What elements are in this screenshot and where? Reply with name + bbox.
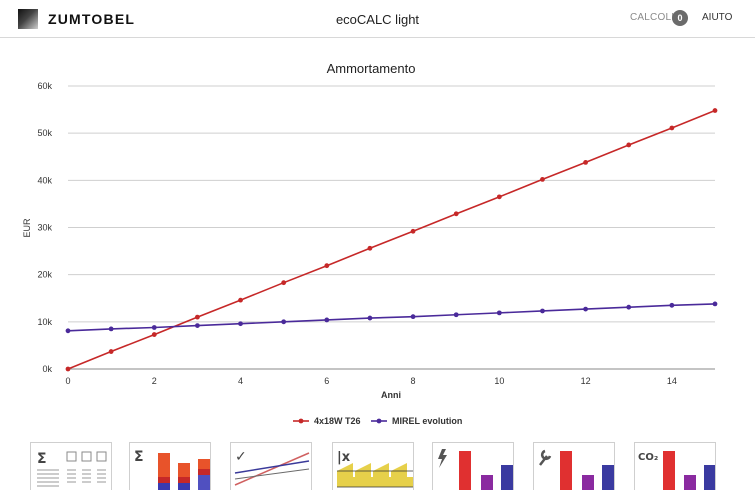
data-point[interactable] [453,312,459,318]
data-point[interactable] [712,301,718,307]
x-tick-label: 0 [65,376,70,386]
data-point[interactable] [367,245,373,251]
zumtobel-logo[interactable]: ZUMTOBEL [18,9,135,29]
lightning-bars-icon [438,449,513,490]
wrench-icon [539,449,552,466]
co2-bars-icon: CO₂ [638,451,715,490]
legend-label: MIREL evolution [392,416,462,426]
chart-selector-toolbar: Σ Σ ✓ |x [0,440,755,490]
chart-title: Ammortamento [327,61,416,76]
x-tick-label: 4 [238,376,243,386]
x-tick-label: 14 [667,376,677,386]
help-link[interactable]: AIUTO [702,12,733,23]
y-tick-label: 50k [37,128,52,138]
y-tick-label: 0k [42,364,52,374]
data-point[interactable] [108,349,114,354]
tool-3-symbol: ✓ [235,449,247,465]
tool-energy[interactable] [432,442,514,490]
calcoli-count-badge[interactable]: 0 [672,10,688,26]
y-tick-label: 20k [37,270,52,280]
tool-co2[interactable]: CO₂ [634,442,716,490]
tool-7-symbol: CO₂ [638,452,658,463]
tool-summary-table[interactable]: Σ [30,442,112,490]
data-point[interactable] [281,319,287,325]
data-point[interactable] [583,160,588,165]
data-point[interactable] [496,194,502,200]
x-tick-label: 8 [411,376,416,386]
data-point[interactable] [238,321,243,327]
tool-4-symbol: |x [337,450,351,465]
x-tick-label: 10 [494,376,504,386]
legend-item[interactable]: 4x18W T26 [293,416,361,426]
data-point[interactable] [540,308,545,314]
x-tick-label: 6 [324,376,329,386]
data-point[interactable] [65,328,71,334]
data-point[interactable] [108,326,114,332]
tool-cost-sum[interactable]: Σ [129,442,211,490]
data-point[interactable] [540,176,545,182]
y-tick-label: 40k [37,175,52,185]
tool-energy-cost[interactable]: |x [332,442,414,490]
data-point[interactable] [65,366,71,372]
energy-wave-icon: |x [337,450,413,488]
x-axis-ticks: 0 2 4 6 8 10 12 14 [65,376,676,386]
data-point[interactable] [151,325,157,330]
y-tick-label: 60k [37,81,52,91]
data-point[interactable] [324,317,330,323]
amortization-chart: Ammortamento 0k 10k 20k 30k 40k 50k 60k 0 2 4 6 8 1… [0,48,755,438]
x-axis-label: Anni [381,390,401,400]
series-line [67,109,716,370]
data-point[interactable] [151,332,157,337]
data-point[interactable] [281,280,287,286]
lightning-icon [438,449,447,468]
data-point[interactable] [367,315,373,321]
data-point[interactable] [453,211,459,217]
legend-marker [298,418,304,424]
x-tick-label: 12 [581,376,591,386]
chart-series [65,108,718,372]
series-0 [65,108,718,372]
sigma-stacked-bars-icon: Σ [134,449,210,490]
series-line [67,303,716,332]
zumtobel-logo-icon [18,9,38,29]
tool-1-symbol: Σ [37,451,47,467]
data-point[interactable] [669,302,675,308]
app-header: ZUMTOBEL ecoCALC light CALCOLI 0 AIUTO [0,0,755,38]
chart-gridlines [68,85,715,370]
legend-item[interactable]: MIREL evolution [371,416,462,426]
data-point[interactable] [669,125,675,131]
data-point[interactable] [626,142,632,148]
chart-canvas: Ammortamento 0k 10k 20k 30k 40k 50k 60k 0 2 4 6 8 1… [22,61,718,426]
series-1 [65,301,718,334]
data-point[interactable] [324,263,330,269]
legend-marker [376,418,382,424]
data-point[interactable] [712,108,718,113]
y-tick-label: 10k [37,317,52,327]
tool-2-symbol: Σ [134,449,144,465]
brand-name: ZUMTOBEL [48,11,136,27]
x-tick-label: 2 [152,376,157,386]
y-axis-ticks: 0k 10k 20k 30k 40k 50k 60k [37,81,52,374]
tool-maintenance[interactable] [533,442,615,490]
data-point[interactable] [496,310,502,316]
data-point[interactable] [626,304,632,310]
app-title: ecoCALC light [335,12,420,27]
check-lines-icon: ✓ [234,449,310,486]
data-point[interactable] [410,314,416,320]
chart-legend: 4x18W T26 MIREL evolution [293,416,462,426]
data-point[interactable] [583,306,588,312]
legend-label: 4x18W T26 [314,416,361,426]
calcoli-link[interactable]: CALCOLI [630,12,675,23]
data-point[interactable] [195,314,200,320]
data-point[interactable] [410,228,416,234]
tool-amortization[interactable]: ✓ [230,442,312,490]
y-axis-label: EUR [22,218,32,238]
y-tick-label: 30k [37,223,52,233]
wrench-bars-icon [539,449,614,490]
data-point[interactable] [195,323,200,329]
data-point[interactable] [238,297,243,303]
sigma-table-icon: Σ [37,451,107,487]
